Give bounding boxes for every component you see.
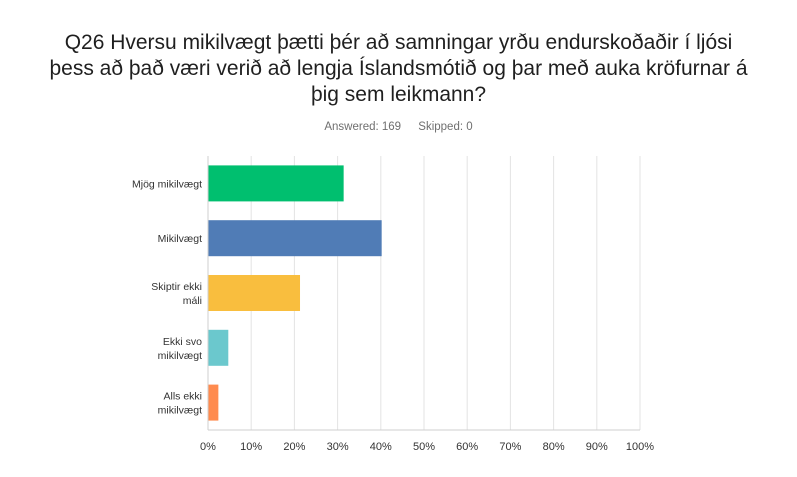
x-tick-label: 100% [626,441,654,453]
response-stats: Answered: 169 Skipped: 0 [0,121,797,133]
x-tick-label: 0% [200,441,216,453]
category-label: Skiptir ekki [151,281,202,293]
category-label: máli [183,295,202,307]
skipped-count: Skipped: 0 [418,121,473,133]
x-tick-label: 30% [327,441,349,453]
chart-title: Q26 Hversu mikilvægt þætti þér að samnin… [49,31,748,106]
category-label: Mjög mikilvægt [132,178,202,190]
bar [208,220,382,257]
x-tick-label: 80% [543,441,565,453]
x-tick-label: 20% [283,441,305,453]
category-label: Ekki svo [163,336,202,348]
category-label: mikilvægt [158,405,202,417]
x-tick-label: 60% [456,441,478,453]
x-tick-label: 70% [499,441,521,453]
x-tick-label: 40% [370,441,392,453]
category-label: mikilvægt [158,350,202,362]
x-tick-label: 50% [413,441,435,453]
answered-count: Answered: 169 [324,121,402,133]
bar [208,384,219,421]
x-tick-label: 10% [240,441,262,453]
bar [208,329,229,366]
category-label: Mikilvægt [158,233,202,245]
bar [208,165,344,202]
bar [208,275,301,311]
category-label: Alls ekki [163,391,202,403]
x-tick-label: 90% [586,441,608,453]
